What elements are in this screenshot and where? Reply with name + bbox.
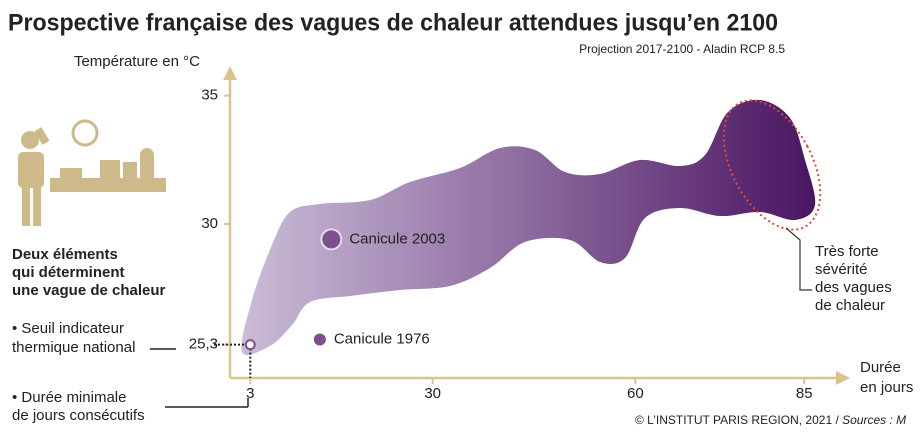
point-label: Canicule 2003 (349, 230, 445, 247)
point (321, 229, 341, 249)
x-tick-label: 85 (796, 385, 813, 402)
x-axis-label: en jours (860, 379, 913, 396)
point (314, 334, 326, 346)
threshold-note: thermique national (12, 339, 135, 356)
threshold-note: • Seuil indicateur (12, 320, 124, 337)
threshold-point (246, 340, 255, 349)
sources: Sources : M (842, 413, 906, 427)
x-tick-label: 3 (246, 385, 254, 402)
chart: Prospective française des vagues de chal… (0, 0, 920, 432)
duration-note: de jours consécutifs (12, 407, 145, 424)
y-tick-label: 35 (201, 87, 218, 104)
severity-note: des vagues (815, 279, 892, 296)
leader-line (786, 228, 812, 290)
y-axis-label: Température en °C (74, 53, 200, 70)
severity-note: Très forte (815, 243, 879, 260)
chart-title: Prospective française des vagues de chal… (8, 9, 778, 36)
intro-note: une vague de chaleur (12, 282, 166, 299)
y-tick-label: 30 (201, 215, 218, 232)
x-axis-label: Durée (860, 359, 901, 376)
heatwave-area (241, 100, 815, 355)
severity-note: de chaleur (815, 297, 885, 314)
x-tick-label: 60 (627, 385, 644, 402)
x-tick-label: 30 (424, 385, 441, 402)
intro-note: Deux éléments (12, 246, 118, 263)
point-label: Canicule 1976 (334, 330, 430, 347)
severity-note: sévérité (815, 261, 868, 278)
credit: © L’INSTITUT PARIS REGION, 2021 / (635, 413, 842, 427)
intro-note: qui déterminent (12, 264, 125, 281)
y-tick-label: 25,3 (189, 336, 218, 353)
source: © L’INSTITUT PARIS REGION, 2021 / Source… (635, 413, 906, 427)
subtitle: Projection 2017-2100 - Aladin RCP 8.5 (579, 42, 785, 56)
heat-icon (18, 121, 166, 226)
duration-note: • Durée minimale (12, 389, 126, 406)
